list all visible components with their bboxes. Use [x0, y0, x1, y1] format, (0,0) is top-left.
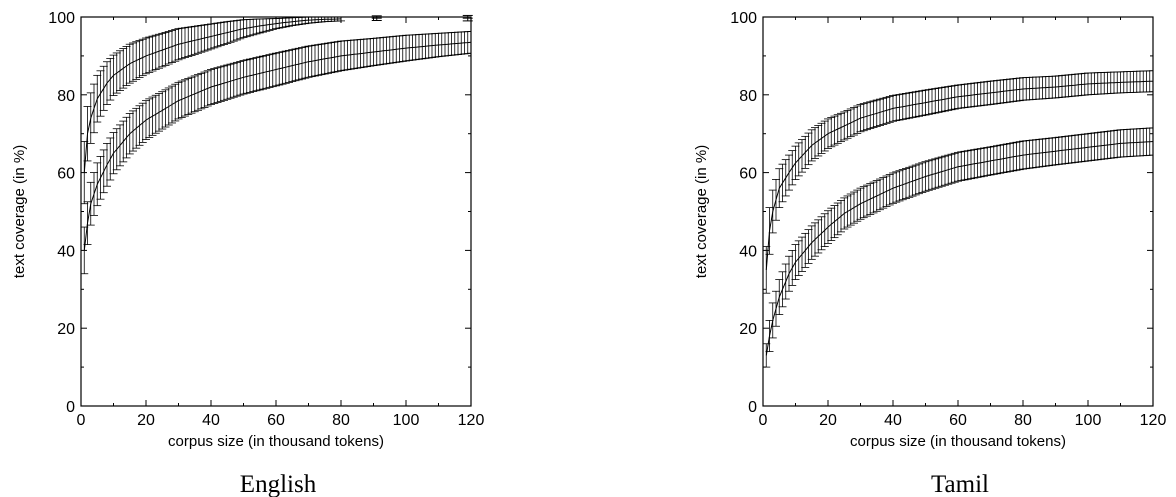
x-tick-label: 80: [332, 412, 350, 429]
x-tick-label: 40: [884, 412, 902, 429]
series-group: [763, 70, 1153, 368]
series-line: [83, 18, 342, 173]
series-line: [765, 80, 1153, 270]
y-tick-label: 80: [57, 88, 75, 105]
x-tick-label: 60: [949, 412, 967, 429]
x-axis-label: corpus size (in thousand tokens): [850, 433, 1066, 450]
y-axis-label: text coverage (in %): [693, 145, 710, 278]
x-tick-label: 0: [759, 412, 768, 429]
y-tick-label: 60: [57, 166, 75, 183]
x-tick-label: 120: [1140, 412, 1167, 429]
x-tick-label: 40: [202, 412, 220, 429]
x-tick-label: 20: [819, 412, 837, 429]
series-group: [81, 16, 471, 275]
series-line: [765, 141, 1153, 356]
series-line: [83, 41, 471, 251]
x-tick-label: 60: [267, 412, 285, 429]
y-tick-label: 40: [57, 243, 75, 260]
y-tick-label: 0: [66, 399, 75, 416]
x-tick-label: 100: [1075, 412, 1102, 429]
x-axis-label: corpus size (in thousand tokens): [168, 433, 384, 450]
y-tick-label: 80: [739, 88, 757, 105]
x-tick-label: 20: [137, 412, 155, 429]
tamil-panel: 0 20 40 60 80 100 120 0 20 40 60 80 100 corpus size (…: [693, 10, 1166, 497]
y-tick-label: 40: [739, 243, 757, 260]
x-tick-label: 100: [393, 412, 420, 429]
english-panel: 0 20 40 60 80 100 120 0 20 40 60 80 100 corpus size (…: [11, 10, 484, 497]
x-tick-label: 80: [1014, 412, 1032, 429]
y-tick-label: 100: [730, 10, 757, 27]
x-tick-label: 120: [458, 412, 485, 429]
panel-caption: Tamil: [931, 471, 989, 497]
y-tick-label: 100: [48, 10, 75, 27]
y-tick-label: 20: [739, 321, 757, 338]
panel-caption: English: [240, 471, 317, 497]
x-tick-label: 0: [77, 412, 86, 429]
y-tick-label: 0: [748, 399, 757, 416]
y-tick-label: 60: [739, 166, 757, 183]
y-axis-label: text coverage (in %): [11, 145, 28, 278]
y-tick-label: 20: [57, 321, 75, 338]
